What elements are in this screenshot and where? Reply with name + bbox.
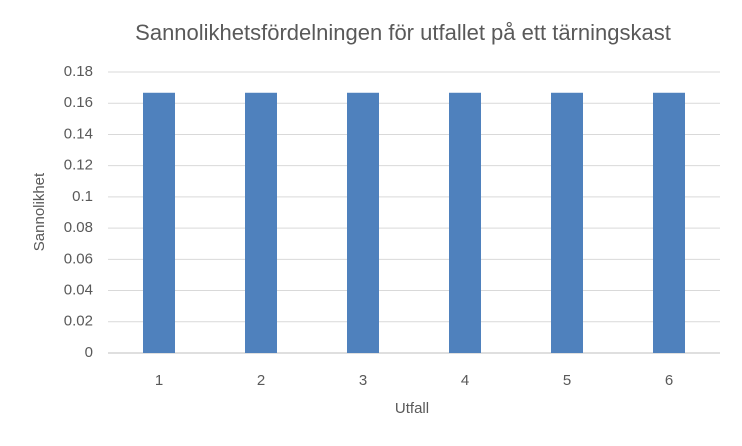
- y-tick-label: 0: [85, 344, 93, 361]
- y-tick-label: 0.02: [64, 313, 93, 330]
- bar: [143, 92, 175, 353]
- y-tick-label: 0.18: [64, 63, 93, 80]
- y-tick-label: 0.12: [64, 157, 93, 174]
- x-tick-label: 5: [563, 372, 571, 389]
- x-tick-label: 6: [665, 372, 673, 389]
- bar: [449, 92, 481, 353]
- y-axis-label: Sannolikhet: [31, 172, 48, 251]
- chart-title: Sannolikhetsfördelningen för utfallet på…: [135, 20, 671, 45]
- x-tick-label: 1: [155, 372, 163, 389]
- bar: [551, 92, 583, 353]
- y-tick-label: 0.04: [64, 282, 93, 299]
- y-tick-label: 0.08: [64, 219, 93, 236]
- bar: [653, 92, 685, 353]
- y-tick-label: 0.1: [72, 188, 93, 205]
- x-tick-label: 4: [461, 372, 469, 389]
- y-tick-label: 0.14: [64, 125, 93, 142]
- bar: [347, 92, 379, 353]
- y-tick-label: 0.06: [64, 250, 93, 267]
- x-tick-label: 3: [359, 372, 367, 389]
- x-axis-label: Utfall: [395, 400, 429, 417]
- x-tick-label: 2: [257, 372, 265, 389]
- bar: [245, 92, 277, 353]
- y-tick-label: 0.16: [64, 94, 93, 111]
